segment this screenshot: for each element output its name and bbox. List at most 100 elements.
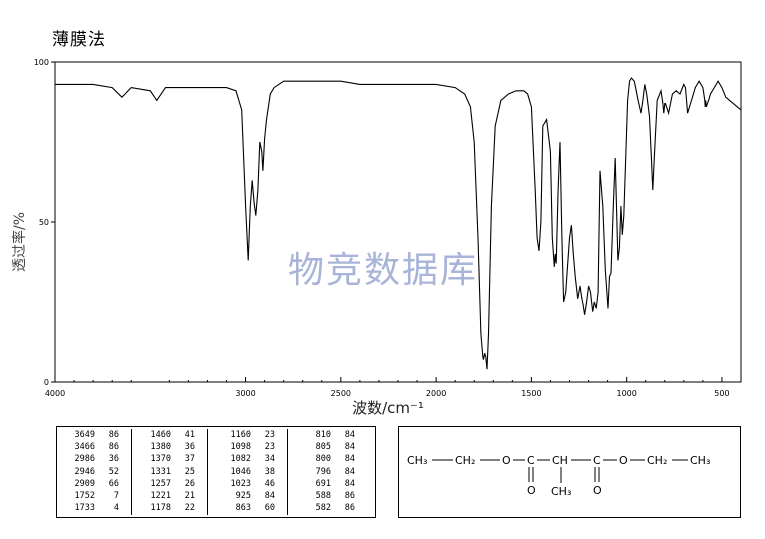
peak-transmittance: 84 (344, 466, 355, 477)
peak-table-row: 1178 22 (135, 502, 207, 514)
peak-transmittance: 26 (184, 478, 195, 489)
peak-transmittance: 84 (344, 478, 355, 489)
atom-carbonyl-o-left: O (527, 484, 536, 497)
peak-transmittance: 52 (108, 466, 119, 477)
peak-transmittance: 86 (344, 503, 355, 514)
peak-transmittance: 23 (264, 442, 275, 453)
peak-transmittance: 38 (264, 466, 275, 477)
atom-ch3-right: CH₃ (690, 454, 710, 467)
x-tick-label: 2000 (426, 389, 446, 398)
peak-table-row: 1752 7 (59, 490, 131, 502)
peak-wavenumber: 1331 (150, 466, 171, 477)
peak-table-row: 2986 36 (59, 453, 131, 465)
x-tick-label: 3000 (235, 389, 255, 398)
peak-wavenumber: 1221 (150, 490, 171, 501)
atom-c-right: C (593, 454, 601, 467)
peak-table-column: 3649 86 3466 86 2986 36 2946 52 2909 66 1752 7 1733 4 (59, 429, 132, 515)
peak-transmittance: 84 (264, 490, 275, 501)
peak-table-row: 925 84 (215, 490, 287, 502)
peak-transmittance: 34 (264, 454, 275, 465)
peak-wavenumber: 1160 (230, 430, 251, 440)
peak-table-row: 3649 86 (59, 429, 131, 441)
peak-transmittance: 84 (344, 454, 355, 465)
peak-transmittance: 41 (184, 430, 195, 440)
peak-table-row: 805 84 (295, 441, 367, 453)
peak-transmittance: 84 (344, 430, 355, 440)
peak-table-row: 1082 34 (215, 453, 287, 465)
peak-transmittance: 36 (108, 454, 119, 465)
watermark: 物竞数据库 (288, 250, 478, 291)
atom-o-right: O (619, 454, 628, 467)
peak-table-row: 1221 21 (135, 490, 207, 502)
peak-wavenumber: 796 (315, 466, 331, 477)
peak-transmittance: 46 (264, 478, 275, 489)
peak-wavenumber: 810 (315, 430, 331, 440)
y-tick-label: 50 (39, 218, 49, 227)
x-tick-label: 2500 (331, 389, 351, 398)
peak-wavenumber: 588 (315, 490, 331, 501)
x-axis: 4000 3000 2500 2000 1500 1000 500 (45, 377, 742, 398)
peak-table-column: 1160 23 1098 23 1082 34 1046 38 1023 46 925 84 863 60 (215, 429, 288, 515)
peak-table-row: 1257 26 (135, 478, 207, 490)
peak-table-row: 810 84 (295, 429, 367, 441)
x-axis-label: 波数/cm⁻¹ (352, 399, 424, 417)
peak-wavenumber: 2909 (74, 478, 95, 489)
peak-table-row: 800 84 (295, 453, 367, 465)
structure-diagram: CH₃ CH₂ O C CH C O CH₂ CH₃ O CH₃ O (407, 454, 710, 498)
peak-table-row: 3466 86 (59, 441, 131, 453)
atom-o-left: O (502, 454, 511, 467)
peak-table-row: 796 84 (295, 466, 367, 478)
peak-table-column: 1460 41 1380 36 1370 37 1331 25 1257 26 1221 21 1178… (135, 429, 208, 515)
peak-table-row: 2909 66 (59, 478, 131, 490)
peak-wavenumber: 1178 (150, 503, 171, 514)
atom-c-left: C (527, 454, 535, 467)
peak-table-column: 810 84 805 84 800 84 796 84 691 84 588 86 582 86 (295, 429, 367, 515)
peak-wavenumber: 2946 (74, 466, 95, 477)
peak-wavenumber: 3466 (74, 442, 95, 453)
atom-carbonyl-o-right: O (593, 484, 602, 497)
peak-wavenumber: 582 (315, 503, 331, 514)
peak-table-row: 588 86 (295, 490, 367, 502)
peak-wavenumber: 1460 (150, 430, 171, 440)
peak-transmittance: 36 (184, 442, 195, 453)
peak-table-row: 1160 23 (215, 429, 287, 441)
peak-table-row: 1098 23 (215, 441, 287, 453)
peak-wavenumber: 800 (315, 454, 331, 465)
peak-table-row: 1370 37 (135, 453, 207, 465)
atom-ch3-left: CH₃ (407, 454, 427, 467)
peak-transmittance: 23 (264, 430, 275, 440)
peak-transmittance: 86 (108, 430, 119, 440)
peak-table-row: 1023 46 (215, 478, 287, 490)
peak-transmittance: 60 (264, 503, 275, 514)
x-tick-label: 1500 (521, 389, 541, 398)
peak-table-row: 863 60 (215, 502, 287, 514)
peak-table: 3649 86 3466 86 2986 36 2946 52 2909 66 1752 7 1733 4… (56, 426, 376, 518)
peak-wavenumber: 1752 (74, 490, 95, 501)
x-tick-label: 1000 (616, 389, 636, 398)
peak-transmittance: 22 (184, 503, 195, 514)
peak-wavenumber: 2986 (74, 454, 95, 465)
y-axis: 100 50 0 (34, 58, 55, 387)
y-axis-label: 透过率/% (11, 212, 28, 272)
peak-table-row: 2946 52 (59, 466, 131, 478)
peak-wavenumber: 1380 (150, 442, 171, 453)
chemical-structure: CH₃ CH₂ O C CH C O CH₂ CH₃ O CH₃ O (398, 426, 741, 518)
peak-wavenumber: 1082 (230, 454, 251, 465)
peak-wavenumber: 3649 (74, 430, 95, 440)
peak-table-row: 1380 36 (135, 441, 207, 453)
atom-methyl-center: CH₃ (551, 485, 571, 498)
peak-table-row: 1046 38 (215, 466, 287, 478)
peak-transmittance: 37 (184, 454, 195, 465)
peak-wavenumber: 805 (315, 442, 331, 453)
peak-wavenumber: 1257 (150, 478, 171, 489)
ir-spectrum-chart: 100 500 4000 3000 2500 2000 1500 1000 500 物竞数据库… (11, 58, 742, 417)
atom-ch-center: CH (552, 454, 568, 467)
x-tick-label: 4000 (45, 389, 65, 398)
peak-transmittance: 25 (184, 466, 195, 477)
peak-wavenumber: 925 (235, 490, 251, 501)
peak-wavenumber: 691 (315, 478, 331, 489)
y-tick-label: 100 (34, 58, 49, 67)
peak-wavenumber: 1023 (230, 478, 251, 489)
x-tick-label: 500 (714, 389, 729, 398)
peak-transmittance: 4 (113, 503, 119, 514)
